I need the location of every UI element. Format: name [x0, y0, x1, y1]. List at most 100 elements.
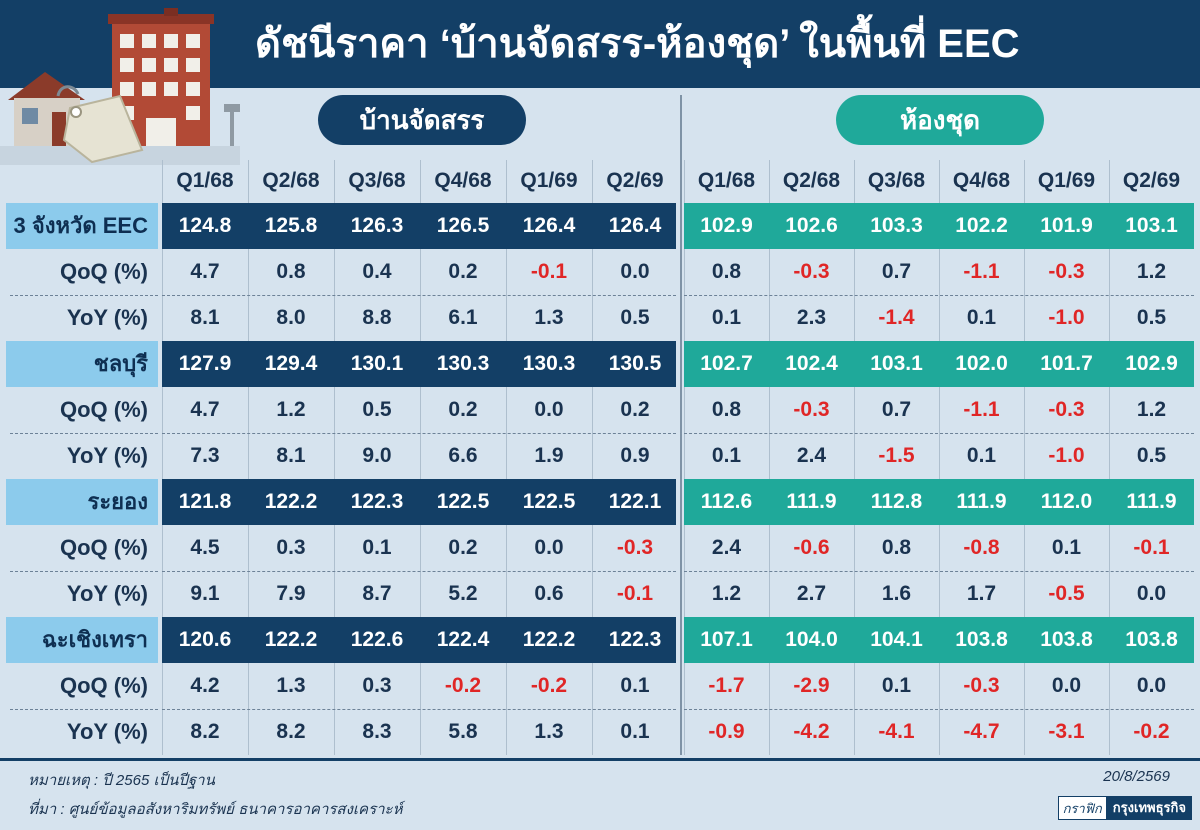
- column-header-condo: Q2/68: [782, 169, 841, 192]
- table-cell-house: 8.7: [362, 582, 392, 605]
- column-separator: [420, 160, 421, 755]
- table-cell-condo: 0.7: [881, 398, 912, 421]
- table-cell-condo: -0.2: [1133, 720, 1170, 743]
- table-cell-condo: 2.4: [711, 536, 742, 559]
- table-cell-condo: -1.5: [878, 444, 915, 467]
- table-cell-house: 0.6: [534, 582, 564, 605]
- table-cell-house: 130.3: [522, 352, 576, 375]
- table-cell-house: 130.5: [608, 352, 662, 375]
- table-cell-condo: -4.2: [793, 720, 830, 743]
- house-building-tag-icon: [0, 8, 240, 165]
- table-cell-house: -0.2: [530, 674, 568, 697]
- column-separator: [939, 160, 940, 755]
- table-cell-house: 125.8: [264, 214, 318, 237]
- row-separator: [684, 571, 1194, 572]
- table-cell-condo: 103.3: [870, 214, 923, 237]
- metric-label: YoY (%): [66, 305, 148, 330]
- table-cell-condo: -0.5: [1048, 582, 1085, 605]
- table-cell-house: 120.6: [178, 628, 232, 651]
- table-cell-condo: 0.1: [966, 306, 997, 329]
- table-cell-house: 1.3: [534, 306, 564, 329]
- table-cell-house: 122.6: [350, 628, 404, 651]
- footer-date: 20/8/2569: [1103, 768, 1170, 785]
- table-cell-house: -0.1: [616, 582, 654, 605]
- table-cell-condo: 0.1: [1051, 536, 1082, 559]
- table-cell-condo: 104.0: [785, 628, 838, 651]
- column-header-house: Q4/68: [434, 169, 492, 192]
- row-separator: [684, 433, 1194, 434]
- column-header-condo: Q1/69: [1037, 169, 1096, 192]
- table-cell-condo: -0.3: [793, 260, 830, 283]
- table-cell-house: -0.1: [530, 260, 568, 283]
- table-cell-house: 4.7: [190, 260, 220, 283]
- table-cell-condo: 1.7: [966, 582, 997, 605]
- table-cell-house: 0.3: [362, 674, 392, 697]
- table-cell-condo: 2.3: [796, 306, 827, 329]
- table-cell-condo: 111.9: [1126, 490, 1177, 513]
- province-band-condo: [684, 479, 1194, 525]
- table-cell-condo: 103.8: [1125, 628, 1178, 651]
- table-cell-house: 7.3: [190, 444, 220, 467]
- table-cell-house: 126.5: [436, 214, 490, 237]
- table-cell-house: 122.1: [608, 490, 662, 513]
- column-separator: [1109, 160, 1110, 755]
- table-cell-condo: -1.0: [1048, 306, 1085, 329]
- table-cell-condo: 0.8: [711, 398, 742, 421]
- table-cell-house: 4.5: [190, 536, 220, 559]
- table-cell-house: 122.2: [522, 628, 576, 651]
- header-illustration: [0, 0, 240, 165]
- table-cell-condo: 102.9: [700, 214, 753, 237]
- province-band-condo: [684, 203, 1194, 249]
- table-cell-house: 8.1: [190, 306, 220, 329]
- column-separator: [506, 160, 507, 755]
- province-band-condo: [684, 617, 1194, 663]
- table-cell-house: 5.2: [448, 582, 478, 605]
- table-cell-condo: 103.8: [1040, 628, 1093, 651]
- column-separator: [334, 160, 335, 755]
- province-label: 3 จังหวัด EEC: [6, 203, 158, 249]
- table-cell-house: 0.1: [620, 720, 650, 743]
- metric-label: QoQ (%): [60, 673, 148, 698]
- table-cell-house: 6.6: [448, 444, 478, 467]
- table-cell-condo: 0.0: [1136, 674, 1167, 697]
- table-cell-condo: 101.7: [1040, 352, 1093, 375]
- table-cell-house: 126.4: [608, 214, 662, 237]
- table-cell-condo: -1.1: [963, 260, 1000, 283]
- table-cell-condo: -0.6: [793, 536, 830, 559]
- column-header-house: Q1/68: [176, 169, 234, 192]
- metric-label: YoY (%): [66, 719, 148, 744]
- table-cell-house: 8.1: [276, 444, 306, 467]
- table-cell-house: 9.0: [362, 444, 392, 467]
- row-separator: [10, 433, 158, 434]
- table-cell-house: 0.0: [534, 536, 564, 559]
- column-separator: [769, 160, 770, 755]
- table-cell-house: 0.1: [620, 674, 650, 697]
- table-cell-condo: 103.1: [870, 352, 923, 375]
- table-cell-condo: 102.6: [785, 214, 838, 237]
- column-header-condo: Q1/68: [697, 169, 756, 192]
- table-cell-house: 1.3: [534, 720, 564, 743]
- row-separator: [684, 709, 1194, 710]
- table-cell-condo: 0.8: [711, 260, 742, 283]
- table-cell-house: -0.3: [616, 536, 654, 559]
- column-header-house: Q2/68: [262, 169, 320, 192]
- table-cell-condo: 1.6: [881, 582, 912, 605]
- column-separator: [162, 160, 163, 755]
- section-label-condo: ห้องชุด: [836, 95, 1044, 145]
- column-header-house: Q2/69: [606, 169, 664, 192]
- column-separator: [684, 160, 685, 755]
- column-header-house: Q1/69: [520, 169, 578, 192]
- table-cell-house: 8.2: [190, 720, 220, 743]
- table-cell-condo: -2.9: [793, 674, 830, 697]
- table-cell-condo: 103.1: [1125, 214, 1178, 237]
- row-separator: [10, 709, 158, 710]
- table-cell-house: 0.5: [620, 306, 650, 329]
- table-cell-condo: 104.1: [870, 628, 923, 651]
- column-header-house: Q3/68: [348, 169, 406, 192]
- table-cell-condo: 0.1: [711, 444, 742, 467]
- province-label: ระยอง: [6, 479, 158, 525]
- table-cell-condo: 0.8: [881, 536, 912, 559]
- table-cell-house: 1.3: [276, 674, 306, 697]
- table-cell-condo: 1.2: [1136, 260, 1167, 283]
- table-cell-condo: 112.6: [700, 490, 753, 513]
